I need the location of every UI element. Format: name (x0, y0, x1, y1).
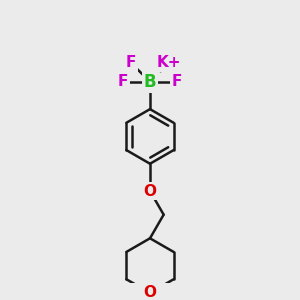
Text: K+: K+ (157, 55, 182, 70)
Text: B: B (144, 73, 156, 91)
Text: F: F (118, 74, 128, 89)
Text: F: F (172, 74, 182, 89)
Text: F: F (125, 55, 136, 70)
Text: O: O (143, 184, 157, 199)
Text: O: O (143, 285, 157, 300)
